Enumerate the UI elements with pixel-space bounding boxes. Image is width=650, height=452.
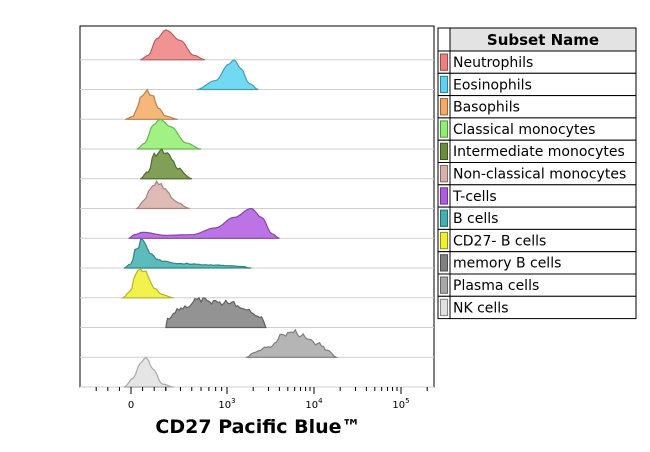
x-tick-label: 0 [128,400,134,411]
legend-swatch [440,120,448,138]
x-tick-label: 105 [392,397,409,411]
histogram-b-cells [123,238,252,269]
legend-swatch [440,142,448,160]
legend-title: Subset Name [487,31,599,49]
histogram-eosinophils [196,59,259,91]
plot-area [79,25,435,388]
legend-entry-label: NK cells [453,300,509,316]
legend-entry-label: CD27- B cells [453,233,546,249]
legend-swatch [440,98,448,116]
legend-swatch [440,209,448,227]
legend-entry-label: Non-classical monocytes [453,167,626,183]
x-tick-label: 103 [218,397,235,411]
legend: Subset Name Neutrophils Eosinophils Basophi… [437,27,637,320]
histogram-basophils [125,88,178,120]
legend-entry-label: Classical monocytes [453,122,595,138]
legend-entry-label: Plasma cells [453,278,539,294]
x-tick-label: 104 [305,397,323,411]
legend-swatch [440,75,448,94]
legend-entry-label: B cells [453,211,498,227]
legend-entry-label: Eosinophils [453,77,532,93]
histogram-intermediate-monocytes [140,148,192,180]
histogram-neutrophils [140,29,206,61]
legend-entry-label: T-cells [452,189,497,205]
legend-swatch [440,231,448,250]
plot-frame [79,25,435,388]
legend-entry-label: Intermediate monocytes [453,144,625,160]
legend-swatch [440,298,448,317]
histogram-non-classical-monocytes [135,179,190,210]
legend-row [449,295,637,320]
x-axis: 0 103 104 105 [95,387,428,411]
legend-header-swatch-cell [437,27,451,52]
histogram-cd27-b-cells [120,268,174,299]
x-axis-label: CD27 Pacific Blue™ [155,416,360,438]
histogram-classical-monocytes [136,118,202,150]
histogram-memory-b-cells [165,296,267,329]
legend-swatch [440,276,448,294]
legend-swatch [440,187,448,205]
legend-entry-label: memory B cells [453,256,561,272]
legend-swatch [440,165,448,183]
histogram-t-cells [128,207,280,239]
legend-entry-label: Basophils [453,100,520,116]
legend-swatch [440,53,448,71]
legend-swatch [440,254,448,272]
legend-entry-label: Neutrophils [453,55,533,71]
histogram-plasma-cells [244,328,339,358]
histogram-nk-cells [123,356,174,388]
